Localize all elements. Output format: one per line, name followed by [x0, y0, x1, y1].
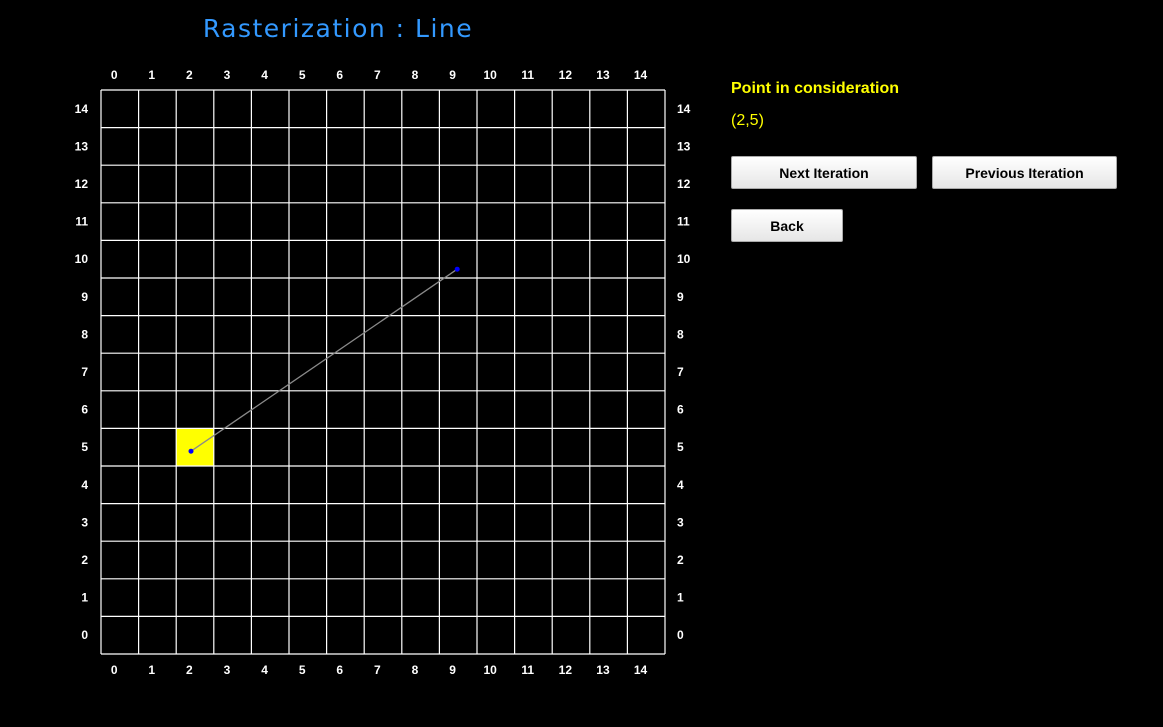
y-tick-label-right: 11 — [677, 215, 690, 229]
y-tick-label-right: 10 — [677, 252, 691, 266]
x-tick-label-bottom: 5 — [299, 663, 306, 677]
y-tick-label-right: 12 — [677, 177, 691, 191]
x-tick-label-bottom: 9 — [449, 663, 456, 677]
y-tick-label-right: 5 — [677, 440, 684, 454]
x-tick-label-top: 0 — [111, 68, 118, 82]
y-tick-label-right: 7 — [677, 365, 684, 379]
x-tick-label-bottom: 3 — [224, 663, 231, 677]
x-tick-label-bottom: 10 — [483, 663, 497, 677]
x-tick-label-bottom: 13 — [596, 663, 610, 677]
y-tick-label-right: 4 — [677, 478, 684, 492]
x-tick-label-bottom: 8 — [412, 663, 419, 677]
page-title: Rasterization : Line — [202, 14, 474, 43]
x-tick-label-top: 1 — [148, 68, 155, 82]
x-tick-label-top: 13 — [596, 68, 610, 82]
x-tick-label-bottom: 2 — [186, 663, 193, 677]
x-tick-label-top: 5 — [299, 68, 306, 82]
x-tick-label-top: 8 — [412, 68, 419, 82]
x-tick-label-top: 11 — [521, 68, 534, 82]
y-tick-label-right: 14 — [677, 102, 691, 116]
y-tick-label-right: 0 — [677, 628, 684, 642]
y-tick-label-right: 3 — [677, 515, 684, 529]
x-tick-label-bottom: 0 — [111, 663, 118, 677]
x-tick-label-bottom: 11 — [521, 663, 534, 677]
y-tick-label-left: 8 — [81, 327, 88, 341]
point-in-consideration-label: Point in consideration — [731, 80, 900, 97]
y-tick-label-left: 14 — [75, 102, 89, 116]
highlighted-cell — [176, 428, 214, 466]
y-tick-label-right: 8 — [677, 327, 684, 341]
line-end-point — [454, 266, 460, 272]
x-tick-label-bottom: 12 — [559, 663, 573, 677]
x-tick-label-top: 10 — [483, 68, 497, 82]
y-tick-label-left: 3 — [81, 515, 88, 529]
x-tick-label-bottom: 7 — [374, 663, 381, 677]
point-in-consideration-value: (2,5) — [731, 112, 764, 129]
x-tick-label-bottom: 1 — [148, 663, 155, 677]
x-tick-label-top: 4 — [261, 68, 268, 82]
y-tick-label-left: 0 — [81, 628, 88, 642]
y-tick-label-left: 4 — [81, 478, 88, 492]
y-tick-label-left: 10 — [75, 252, 89, 266]
y-tick-label-left: 13 — [75, 139, 89, 153]
x-tick-label-bottom: 4 — [261, 663, 268, 677]
back-button[interactable]: Back — [731, 209, 843, 242]
y-tick-label-right: 13 — [677, 139, 691, 153]
y-tick-label-left: 7 — [81, 365, 88, 379]
previous-iteration-button[interactable]: Previous Iteration — [932, 156, 1117, 189]
x-tick-label-top: 14 — [634, 68, 648, 82]
x-tick-label-top: 3 — [224, 68, 231, 82]
y-tick-label-left: 1 — [81, 591, 88, 605]
x-tick-label-bottom: 6 — [336, 663, 343, 677]
y-tick-label-left: 9 — [81, 290, 88, 304]
y-tick-label-left: 11 — [75, 215, 88, 229]
y-tick-label-right: 2 — [677, 553, 684, 567]
line-start-point — [188, 448, 194, 454]
y-tick-label-left: 6 — [81, 403, 88, 417]
x-tick-label-bottom: 14 — [634, 663, 648, 677]
x-tick-label-top: 7 — [374, 68, 381, 82]
y-tick-label-right: 1 — [677, 591, 684, 605]
y-tick-label-right: 9 — [677, 290, 684, 304]
y-tick-label-left: 2 — [81, 553, 88, 567]
x-tick-label-top: 2 — [186, 68, 193, 82]
rasterized-line — [190, 268, 458, 452]
x-tick-label-top: 6 — [336, 68, 343, 82]
y-tick-label-right: 6 — [677, 403, 684, 417]
next-iteration-button[interactable]: Next Iteration — [731, 156, 917, 189]
y-tick-label-left: 12 — [75, 177, 89, 191]
x-tick-label-top: 9 — [449, 68, 456, 82]
x-tick-label-top: 12 — [559, 68, 573, 82]
y-tick-label-left: 5 — [81, 440, 88, 454]
